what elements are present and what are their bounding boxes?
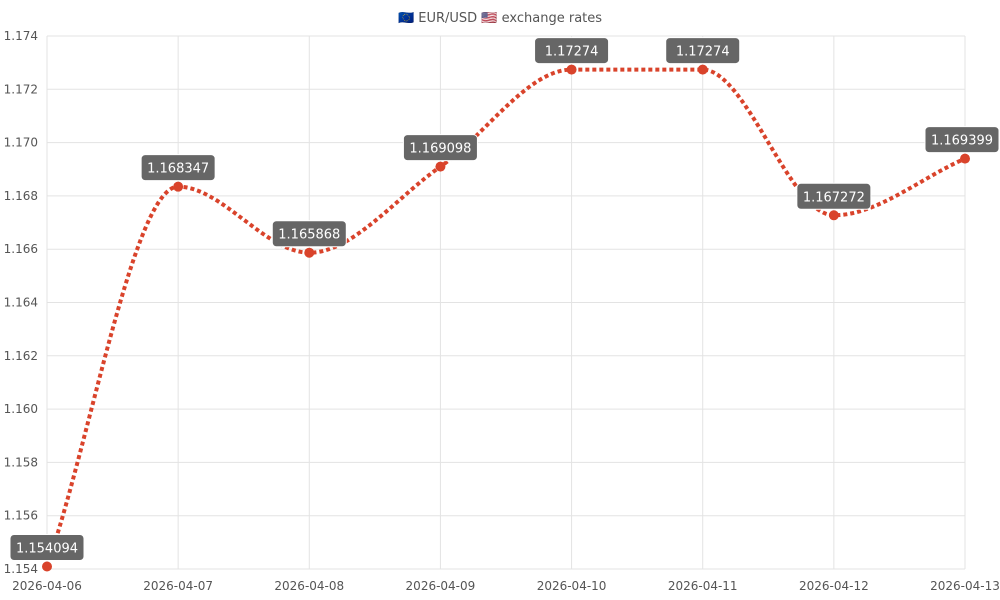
x-tick-label: 2026-04-11 [668, 579, 738, 593]
data-label: 1.169399 [924, 126, 1000, 154]
data-label-text: 1.154094 [16, 541, 78, 556]
data-label-box [534, 37, 610, 65]
data-point [304, 247, 315, 258]
x-axis-ticks: 2026-04-06 2026-04-07 2026-04-08 2026-04-09… [12, 579, 1000, 593]
y-axis-ticks: 1.154 1.156 1.158 1.160 1.162 1.164 1.166 1.168… [4, 29, 38, 576]
data-label: 1.17274 [534, 37, 610, 65]
x-tick-label: 2026-04-09 [406, 579, 476, 593]
y-tick-label: 1.160 [4, 402, 38, 416]
y-tick-label: 1.168 [4, 189, 38, 203]
x-tick-label: 2026-04-13 [930, 579, 1000, 593]
grid [46, 35, 966, 570]
data-label-text: 1.169098 [409, 142, 471, 157]
data-point [566, 64, 577, 75]
data-label-box [402, 134, 478, 162]
data-point [828, 210, 839, 221]
data-point [960, 153, 970, 164]
data-labels: 1.154094 1.168347 1.165868 1.169098 1.17274 1… [9, 37, 1000, 561]
y-tick-label: 1.156 [4, 509, 38, 523]
x-tick-label: 2026-04-12 [799, 579, 869, 593]
data-label-text: 1.167272 [803, 190, 865, 205]
data-label-box [9, 533, 85, 561]
chart-title: 🇪🇺 EUR/USD 🇺🇸 exchange rates [398, 11, 602, 26]
data-label-text: 1.168347 [147, 162, 209, 177]
data-label-box [140, 154, 216, 182]
data-point [173, 181, 184, 192]
y-tick-label: 1.174 [4, 29, 38, 43]
y-tick-label: 1.162 [4, 349, 38, 363]
data-point [435, 161, 446, 172]
x-tick-label: 2026-04-08 [274, 579, 344, 593]
y-tick-label: 1.154 [4, 562, 38, 576]
y-tick-label: 1.164 [4, 296, 38, 310]
y-tick-label: 1.158 [4, 455, 38, 469]
data-label-text: 1.165868 [278, 228, 340, 243]
data-label-box [271, 220, 347, 248]
data-label: 1.169098 [402, 134, 478, 162]
data-label-box [796, 182, 872, 210]
x-tick-label: 2026-04-06 [12, 579, 82, 593]
y-tick-label: 1.166 [4, 242, 38, 256]
data-label-box [665, 37, 741, 65]
data-label: 1.167272 [796, 182, 872, 210]
x-tick-label: 2026-04-07 [143, 579, 213, 593]
data-point [697, 64, 708, 75]
data-label: 1.154094 [9, 533, 85, 561]
data-points [42, 64, 970, 572]
data-label-text: 1.169399 [931, 134, 993, 149]
data-label: 1.168347 [140, 154, 216, 182]
data-point [42, 561, 52, 572]
data-label: 1.165868 [271, 220, 347, 248]
data-label-text: 1.17274 [545, 45, 599, 60]
series-line [45, 67, 966, 568]
x-tick-label: 2026-04-10 [537, 579, 607, 593]
data-label: 1.17274 [665, 37, 741, 65]
y-tick-label: 1.172 [4, 82, 38, 96]
data-label-box [924, 126, 1000, 154]
data-label-text: 1.17274 [676, 45, 730, 60]
y-tick-label: 1.170 [4, 136, 38, 150]
